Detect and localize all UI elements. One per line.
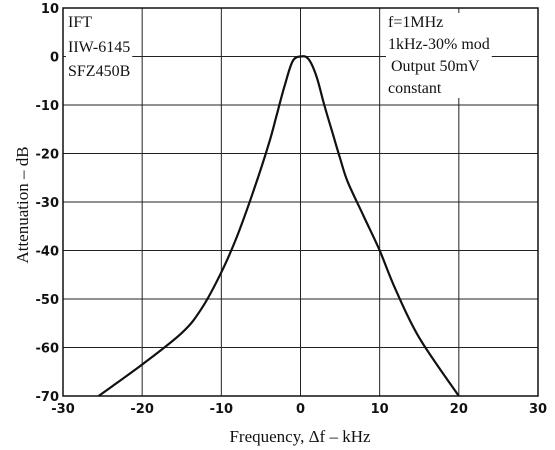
x-tick-label-4: 10 xyxy=(371,402,389,417)
x-tick-label-3: 0 xyxy=(296,402,305,417)
annotation-line-3: Output 50mV xyxy=(391,58,480,75)
y-axis-title: Attenuation – dB xyxy=(13,146,32,263)
y-tick-label-5: -40 xyxy=(36,245,60,260)
y-tick-labels: 10 0 -10 -20 -30 -40 -50 -60 -70 xyxy=(36,2,60,405)
legend-background xyxy=(66,13,133,81)
y-tick-label-6: -50 xyxy=(36,293,60,308)
x-axis-title: Frequency, Δf – kHz xyxy=(229,427,371,446)
annotation-line-4: constant xyxy=(388,80,442,97)
x-tick-label-2: -10 xyxy=(210,402,234,417)
y-tick-label-2: -10 xyxy=(36,99,60,114)
attenuation-curve xyxy=(97,55,460,397)
annotation-background xyxy=(386,13,492,98)
annotation-line-1: f=1MHz xyxy=(388,14,443,31)
legend: IFT IIW-6145 SFZ450B xyxy=(66,13,133,81)
x-tick-label-6: 30 xyxy=(529,402,547,417)
condition-annotation: f=1MHz 1kHz-30% mod Output 50mV constant xyxy=(386,13,492,98)
annotation-line-2: 1kHz-30% mod xyxy=(388,36,490,53)
y-tick-label-3: -20 xyxy=(36,148,60,163)
y-tick-label-4: -30 xyxy=(36,196,60,211)
y-tick-label-0: 10 xyxy=(41,2,59,17)
y-tick-label-7: -60 xyxy=(36,342,60,357)
x-tick-labels: -30 -20 -10 0 10 20 30 xyxy=(51,402,547,417)
y-tick-label-8: -70 xyxy=(36,390,60,405)
x-tick-label-5: 20 xyxy=(450,402,468,417)
legend-item-3: SFZ450B xyxy=(68,63,130,80)
legend-item-1: IFT xyxy=(68,14,92,31)
x-tick-label-0: -30 xyxy=(51,402,75,417)
plot-frame xyxy=(62,7,539,397)
y-tick-label-1: 0 xyxy=(50,51,59,66)
x-tick-label-1: -20 xyxy=(130,402,154,417)
legend-item-2: IIW-6145 xyxy=(68,39,130,56)
